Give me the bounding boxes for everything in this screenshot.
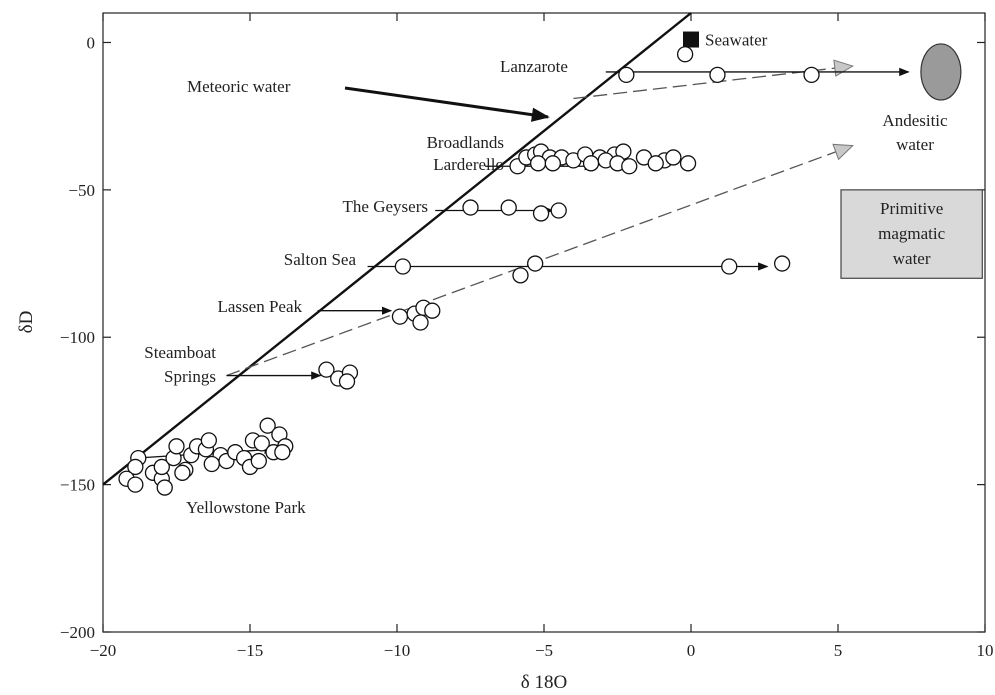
data-point xyxy=(528,256,543,271)
andesitic-water-label: water xyxy=(896,135,934,154)
data-point xyxy=(169,439,184,454)
x-tick-label: −15 xyxy=(237,641,264,660)
meteoric-water-pointer xyxy=(345,88,548,117)
data-point xyxy=(392,309,407,324)
data-point xyxy=(534,206,549,221)
meteoric-water-label: Meteoric water xyxy=(187,77,291,96)
data-point xyxy=(775,256,790,271)
x-tick-label: −5 xyxy=(535,641,553,660)
y-tick-label: −100 xyxy=(60,328,95,347)
data-point xyxy=(513,268,528,283)
data-point xyxy=(425,303,440,318)
x-tick-label: 0 xyxy=(687,641,696,660)
data-point xyxy=(710,67,725,82)
data-point xyxy=(619,67,634,82)
data-point xyxy=(545,156,560,171)
group-label: Larderello xyxy=(433,155,504,174)
group-label: The Geysers xyxy=(343,197,428,216)
data-point xyxy=(584,156,599,171)
mixing-line-arrowhead xyxy=(833,144,853,159)
data-point xyxy=(666,150,681,165)
data-point xyxy=(681,156,696,171)
plot-frame xyxy=(103,13,985,632)
data-point xyxy=(395,259,410,274)
x-axis-title: δ 18O xyxy=(521,672,567,693)
andesitic-water-label: Andesitic xyxy=(882,111,948,130)
x-tick-label: 5 xyxy=(834,641,843,660)
data-point xyxy=(551,203,566,218)
group-label: Lassen Peak xyxy=(217,297,302,316)
axis-ticks-layer: −20 −15 −10 −5 0 5 10−200−150−100−500 xyxy=(60,13,994,660)
y-tick-label: −50 xyxy=(68,181,95,200)
group-label: Springs xyxy=(164,367,216,386)
data-point xyxy=(157,480,172,495)
group-label: Yellowstone Park xyxy=(186,498,306,517)
x-tick-label: −10 xyxy=(384,641,411,660)
group-label: Salton Sea xyxy=(284,250,357,269)
primitive-magmatic-water-label: Primitive xyxy=(880,199,943,218)
points-layer xyxy=(119,32,982,496)
andesitic-water-marker xyxy=(921,44,961,100)
primitive-magmatic-water-label: water xyxy=(893,249,931,268)
group-label: Steamboat xyxy=(144,343,216,362)
data-point xyxy=(648,156,663,171)
data-point xyxy=(722,259,737,274)
data-point xyxy=(463,200,478,215)
data-point xyxy=(531,156,546,171)
data-point xyxy=(204,456,219,471)
arrows-layer xyxy=(135,72,908,458)
y-tick-label: −200 xyxy=(60,623,95,642)
data-point xyxy=(175,465,190,480)
x-tick-label: −20 xyxy=(90,641,117,660)
group-label: Lanzarote xyxy=(500,57,568,76)
mixing-line-arrowhead xyxy=(834,60,853,76)
data-point xyxy=(128,477,143,492)
primitive-magmatic-water-label: magmatic xyxy=(878,224,945,243)
data-point xyxy=(678,47,693,62)
data-point xyxy=(201,433,216,448)
y-axis-title: δD xyxy=(16,311,37,334)
data-point xyxy=(340,374,355,389)
data-point xyxy=(275,445,290,460)
data-point xyxy=(413,315,428,330)
group-label: Broadlands xyxy=(427,133,504,152)
x-tick-label: 10 xyxy=(977,641,994,660)
data-point xyxy=(251,454,266,469)
data-point xyxy=(804,67,819,82)
y-tick-label: 0 xyxy=(87,33,96,52)
data-point xyxy=(622,159,637,174)
data-point xyxy=(501,200,516,215)
seawater-marker xyxy=(683,32,699,48)
seawater-label: Seawater xyxy=(705,31,768,50)
y-tick-label: −150 xyxy=(60,476,95,495)
